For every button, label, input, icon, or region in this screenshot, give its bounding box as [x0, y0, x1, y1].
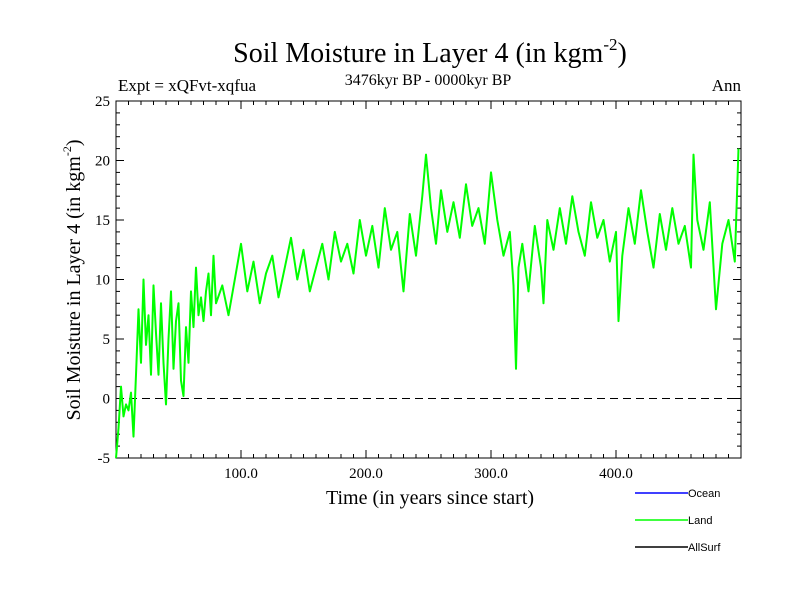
chart-title: Soil Moisture in Layer 4 (in kgm-2) — [233, 35, 627, 69]
series-group — [115, 148, 740, 459]
y-tick-label: 15 — [95, 213, 110, 229]
x-tick-label: 300.0 — [474, 466, 508, 482]
expt-label: Expt = xQFvt-xqfua — [118, 76, 256, 95]
x-tick-label: 200.0 — [349, 466, 383, 482]
legend: Ocean Land AllSurf — [635, 488, 721, 554]
y-tick-label: 20 — [95, 154, 110, 170]
y-tick-label: 5 — [103, 332, 111, 348]
chart-title-superscript: -2 — [603, 35, 617, 54]
y-tick-label: 0 — [103, 392, 111, 408]
chart-title-close: ) — [618, 38, 627, 69]
y-axis-label-close: ) — [63, 139, 85, 146]
x-tick-label: 100.0 — [224, 466, 258, 482]
y-tick-label: 10 — [95, 273, 110, 289]
x-axis-label: Time (in years since start) — [326, 487, 534, 509]
y-axis-label-superscript: -2 — [60, 146, 74, 156]
y-tick-label: -5 — [98, 451, 111, 467]
series-line-land — [115, 148, 740, 459]
x-tick-label: 400.0 — [599, 466, 633, 482]
x-axis-ticks: 100.0 200.0 300.0 400.0 — [128, 101, 729, 482]
plot-area: -5 0 5 10 15 20 25 100.0 200.0 300.0 400.0 — [95, 94, 742, 482]
legend-label-allsurf: AllSurf — [688, 542, 721, 554]
y-axis-label: Soil Moisture in Layer 4 (in kgm-2) — [60, 139, 85, 420]
legend-label-land: Land — [688, 515, 712, 527]
legend-label-ocean: Ocean — [688, 488, 720, 500]
season-label: Ann — [712, 76, 742, 95]
y-tick-label: 25 — [95, 94, 110, 110]
chart-subtitle: 3476kyr BP - 0000kyr BP — [345, 72, 512, 89]
